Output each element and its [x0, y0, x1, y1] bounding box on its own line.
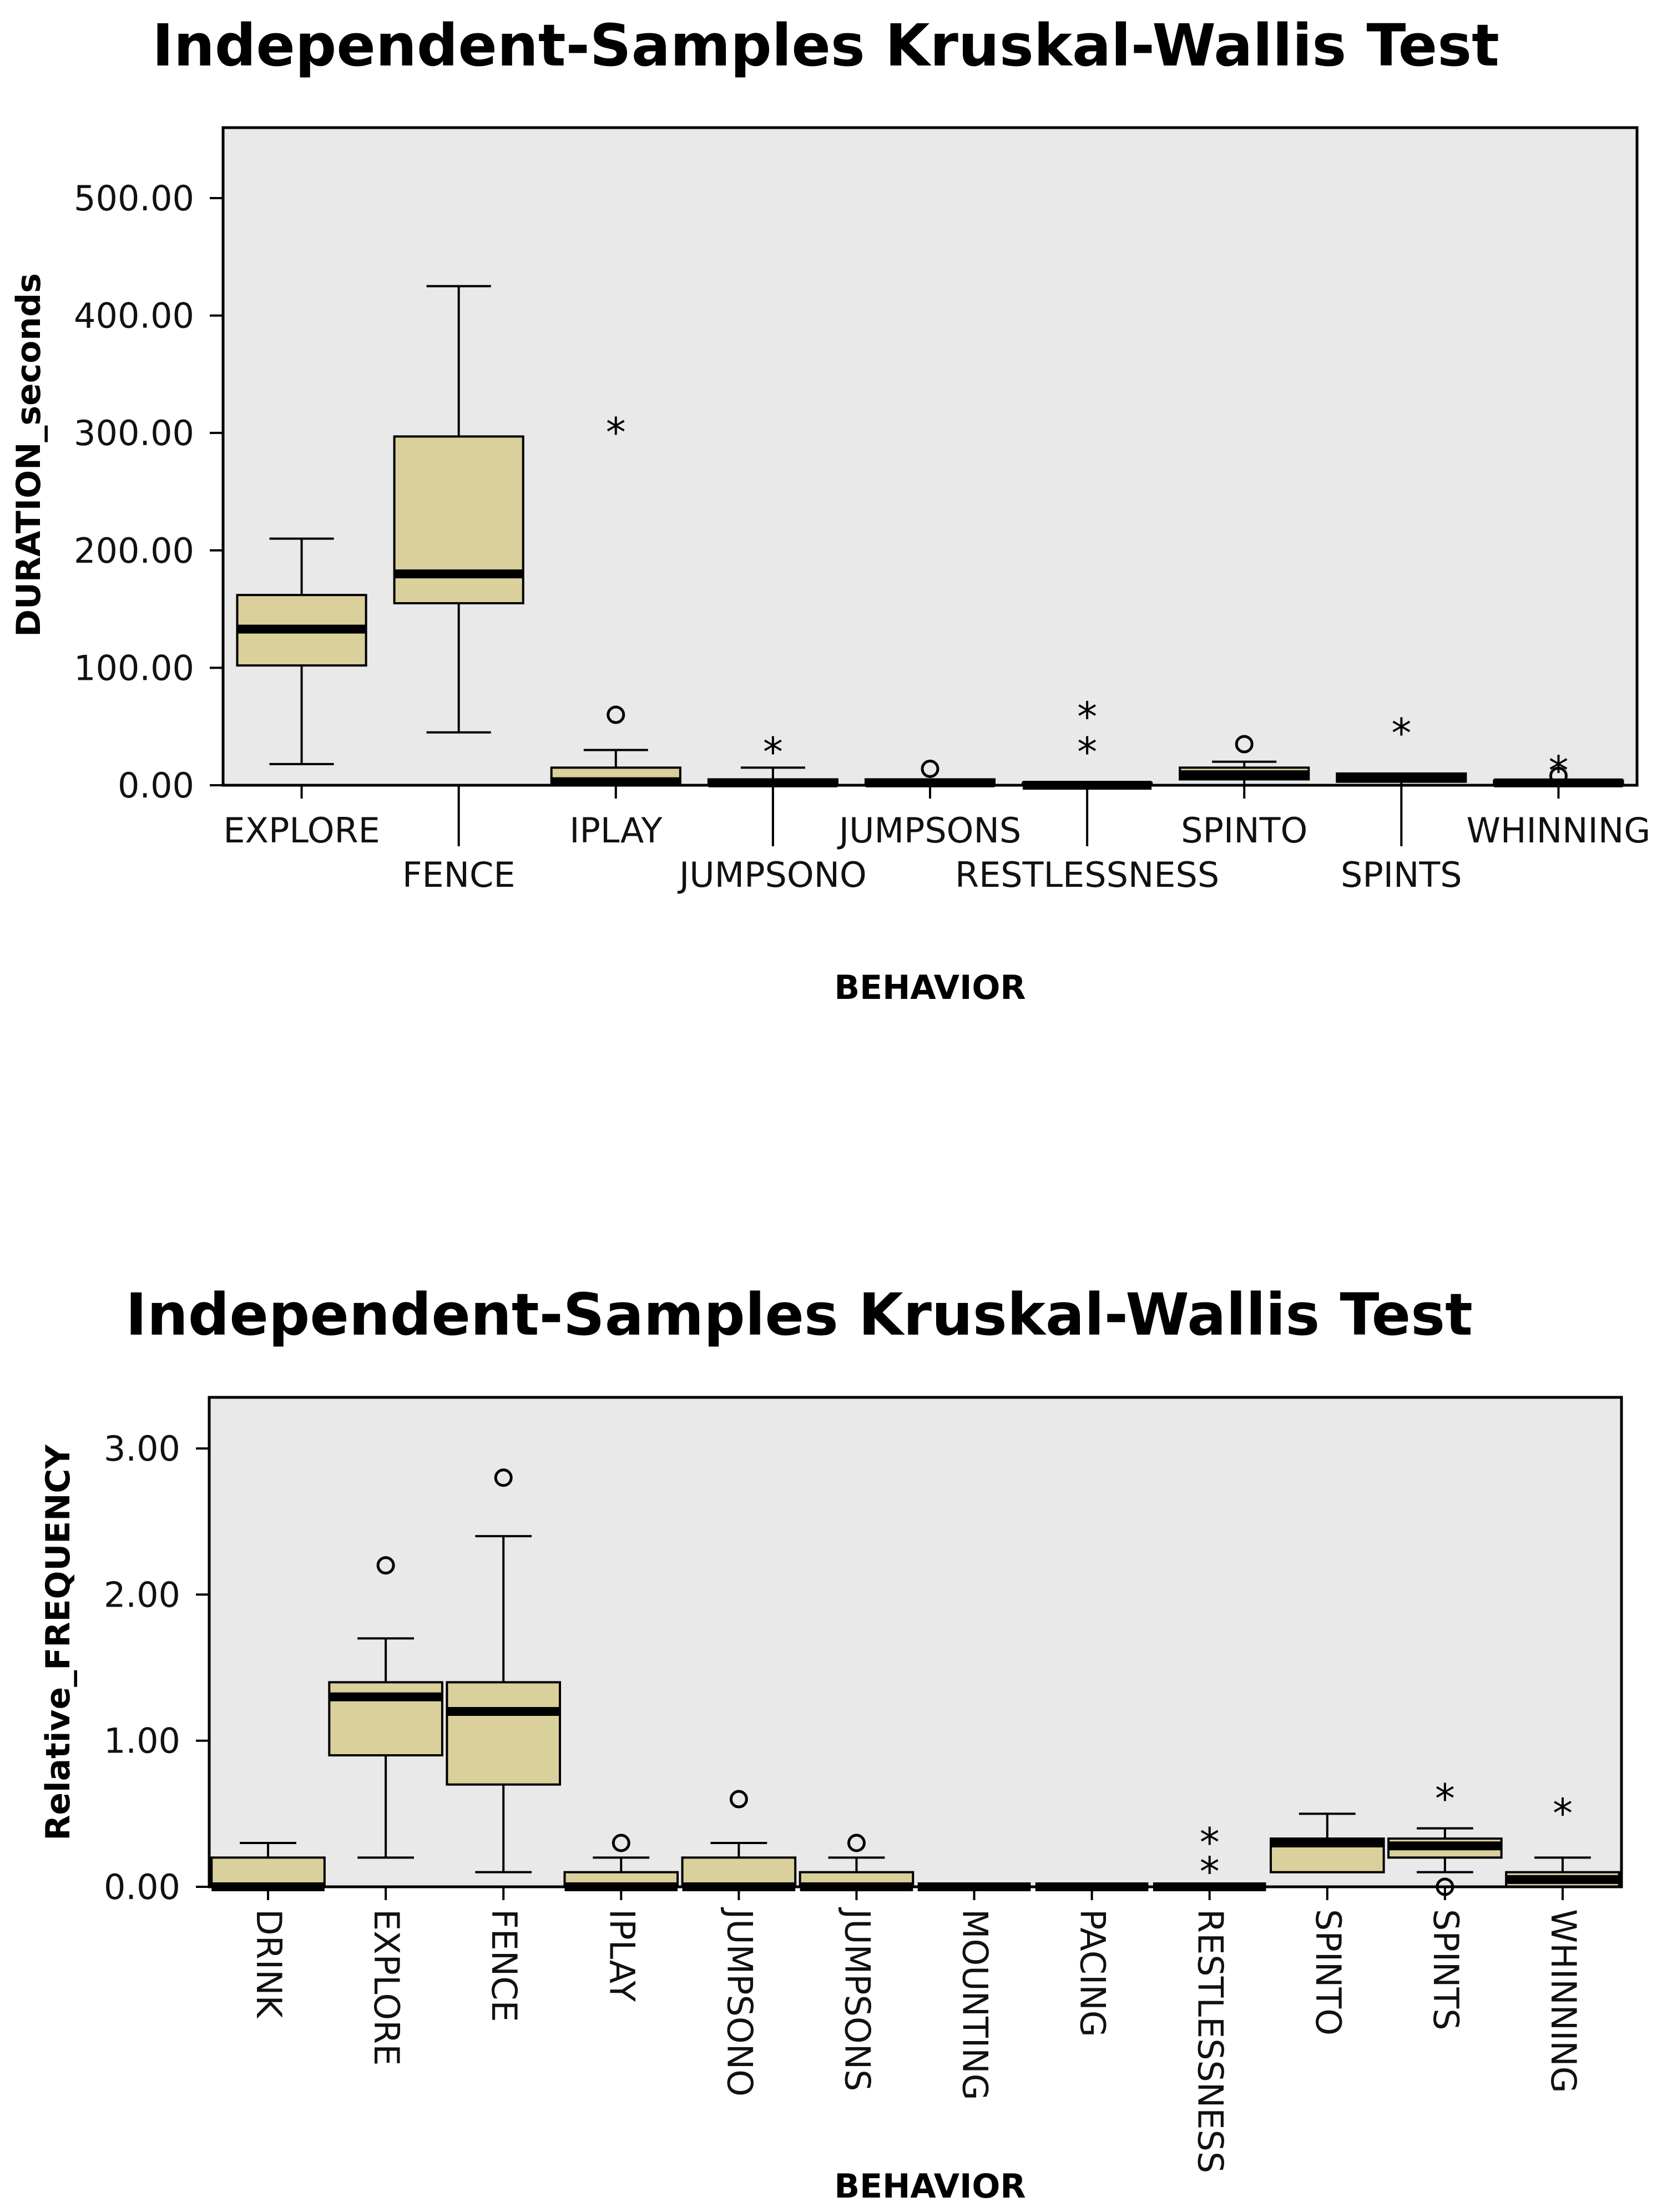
y-tick-label: 500.00 — [74, 178, 194, 219]
box-spints: * — [1336, 710, 1467, 786]
outlier-circle — [376, 1556, 395, 1575]
box-iqr — [681, 1856, 797, 1888]
box-iqr — [446, 1681, 562, 1786]
y-tick-label: 300.00 — [74, 413, 194, 453]
box-explore — [236, 537, 367, 765]
box-explore — [328, 1556, 443, 1859]
chart-1-y-axis-title: DURATION_seconds — [9, 273, 48, 637]
chart-1-y-axis: 0.00 100.00 200.00 300.00 400.00 500.00 — [74, 178, 223, 806]
box-jumpsono: * — [707, 729, 838, 787]
box-spinto — [1269, 1812, 1385, 1873]
x-category-label: WHINNING — [1543, 1909, 1584, 2093]
chart-relative-frequency: Independent-Samples Kruskal-Wallis Test … — [39, 1281, 1623, 2206]
outlier-circle — [729, 1790, 748, 1809]
x-category-label: WHINNING — [1467, 810, 1651, 851]
x-category-label: SPINTS — [1426, 1909, 1466, 2031]
x-category-label: IPLAY — [569, 810, 662, 851]
x-category-label: FENCE — [484, 1909, 524, 2022]
x-category-label: JUMPSONO — [677, 855, 867, 895]
outlier-star: * — [1553, 1790, 1573, 1836]
outlier-star: * — [606, 409, 626, 456]
chart-1-x-axis-title: BEHAVIOR — [834, 968, 1025, 1007]
box-spinto — [1179, 735, 1310, 786]
x-category-label: PACING — [1073, 1909, 1113, 2037]
x-category-label: JUMPSONS — [837, 810, 1021, 851]
x-category-label: JUMPSONS — [837, 1907, 877, 2091]
box-fence — [446, 1468, 562, 1873]
outlier-circle — [1549, 766, 1568, 785]
x-category-label: DRINK — [249, 1909, 289, 2018]
outlier-circle — [607, 705, 625, 724]
outlier-circle — [921, 759, 939, 778]
plot-frame — [221, 126, 1639, 787]
x-category-label: IPLAY — [602, 1909, 642, 2002]
x-category-label: JUMPSONO — [719, 1907, 760, 2097]
y-tick-label: 200.00 — [74, 531, 194, 571]
box-fence — [393, 285, 524, 734]
outlier-star: * — [1077, 693, 1097, 740]
outlier-circle — [494, 1468, 513, 1487]
chart-2-x-axis: DRINK EXPLORE FENCE IPLAY JUMPSONO JUMPSONS MO… — [249, 1887, 1584, 2173]
x-category-label: FENCE — [402, 855, 516, 895]
chart-2-title: Independent-Samples Kruskal-Wallis Test — [125, 1281, 1473, 1349]
outlier-star: * — [1391, 710, 1411, 756]
x-category-label: EXPLORE — [366, 1909, 407, 2065]
box-iplay: * — [550, 409, 681, 786]
outlier-circle — [1235, 735, 1254, 754]
chart-1-marks: ** ** ** — [236, 285, 1624, 794]
y-tick-label: 100.00 — [74, 648, 194, 688]
y-tick-label: 0.00 — [104, 1867, 180, 1907]
chart-1-title: Independent-Samples Kruskal-Wallis Test — [152, 12, 1499, 79]
y-tick-label: 0.00 — [118, 765, 194, 806]
outlier-star: * — [763, 729, 783, 775]
x-category-label: SPINTO — [1308, 1909, 1348, 2036]
x-category-label: RESTLESSNESS — [1190, 1909, 1231, 2173]
x-category-label: MOUNTING — [955, 1909, 996, 2100]
x-category-label: SPINTO — [1181, 810, 1307, 851]
outlier-circle — [847, 1834, 866, 1852]
chart-1-x-axis: EXPLORE FENCE IPLAY JUMPSONOJUMPSONSRESTLES… — [223, 785, 1650, 895]
y-tick-label: 1.00 — [104, 1721, 180, 1761]
y-tick-label: 3.00 — [104, 1428, 180, 1469]
chart-2-x-axis-title: BEHAVIOR — [834, 2167, 1025, 2206]
outlier-star: * — [1435, 1775, 1455, 1822]
chart-duration: Independent-Samples Kruskal-Wallis Test … — [9, 12, 1650, 1007]
x-category-label: SPINTS — [1341, 855, 1462, 895]
y-tick-label: 400.00 — [74, 296, 194, 336]
plot-frame — [208, 1396, 1623, 1888]
outlier-star: * — [1200, 1819, 1220, 1866]
outlier-star: * — [1077, 729, 1097, 775]
chart-2-y-axis: 0.00 1.00 2.00 3.00 — [104, 1428, 209, 1907]
outlier-circle — [612, 1834, 630, 1852]
chart-2-plot-area — [208, 1396, 1623, 1888]
x-category-label: RESTLESSNESS — [955, 855, 1219, 895]
chart-2-y-axis-title: Relative_FREQUENCY — [39, 1444, 78, 1841]
x-category-label: EXPLORE — [223, 810, 380, 851]
y-tick-label: 2.00 — [104, 1574, 180, 1615]
